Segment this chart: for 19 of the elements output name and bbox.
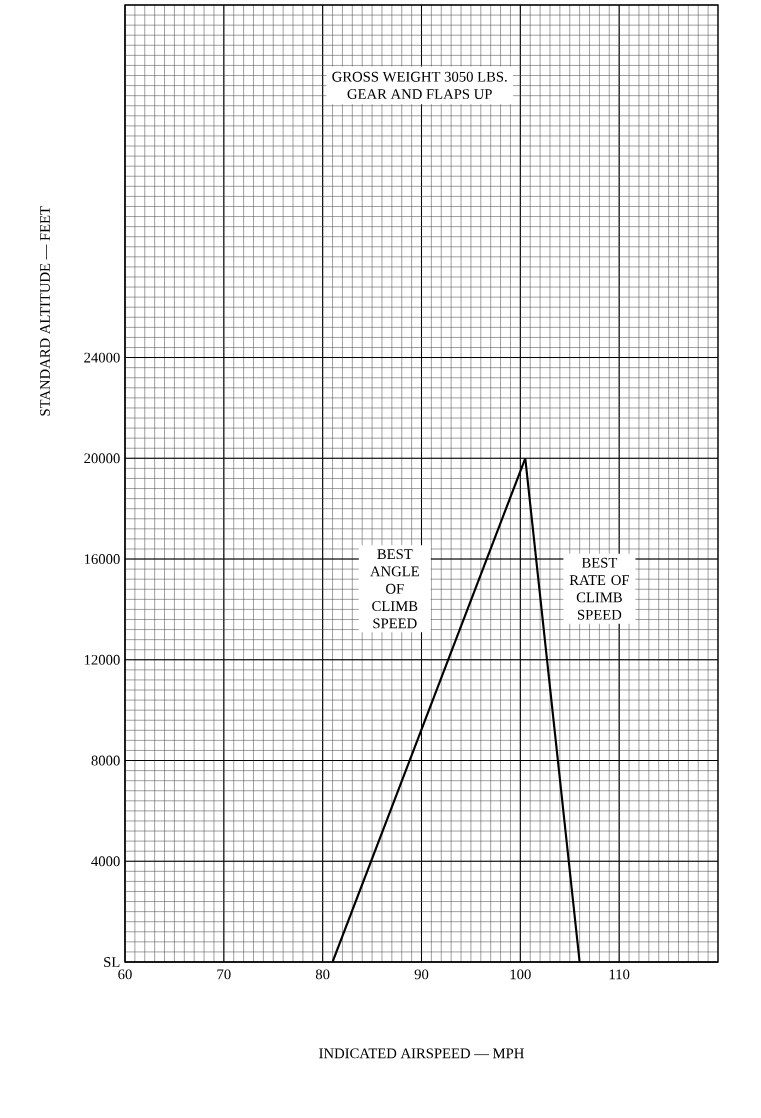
y-tick-label: 16000 — [84, 554, 120, 564]
y-tick-label: SL — [104, 957, 120, 967]
y-tick-label: 4000 — [91, 856, 120, 867]
x-axis-title: INDICATED AIRSPEED — MPH — [319, 1048, 524, 1059]
text: BEST ANGLE OF CLIMB SPEED — [370, 549, 419, 629]
y-tick-label: 8000 — [91, 755, 120, 766]
text: GROSS WEIGHT 3050 LBS. — [332, 71, 507, 82]
series-label: BEST RATE OF CLIMB SPEED — [569, 557, 630, 620]
x-tick-label: 70 — [217, 969, 231, 980]
x-tick-label: 60 — [118, 969, 132, 980]
text: GEAR AND FLAPS UP — [347, 89, 492, 99]
y-tick-label: 24000 — [84, 352, 120, 363]
x-tick-label: 80 — [315, 969, 330, 980]
x-tick-label: 110 — [609, 969, 630, 980]
y-axis-title: STANDARD ALTITUDE — FEET — [40, 206, 50, 416]
y-tick-label: 20000 — [84, 453, 120, 464]
x-tick-label: 100 — [510, 969, 531, 980]
y-tick-label: 12000 — [84, 654, 120, 665]
x-tick-label: 90 — [414, 969, 429, 980]
